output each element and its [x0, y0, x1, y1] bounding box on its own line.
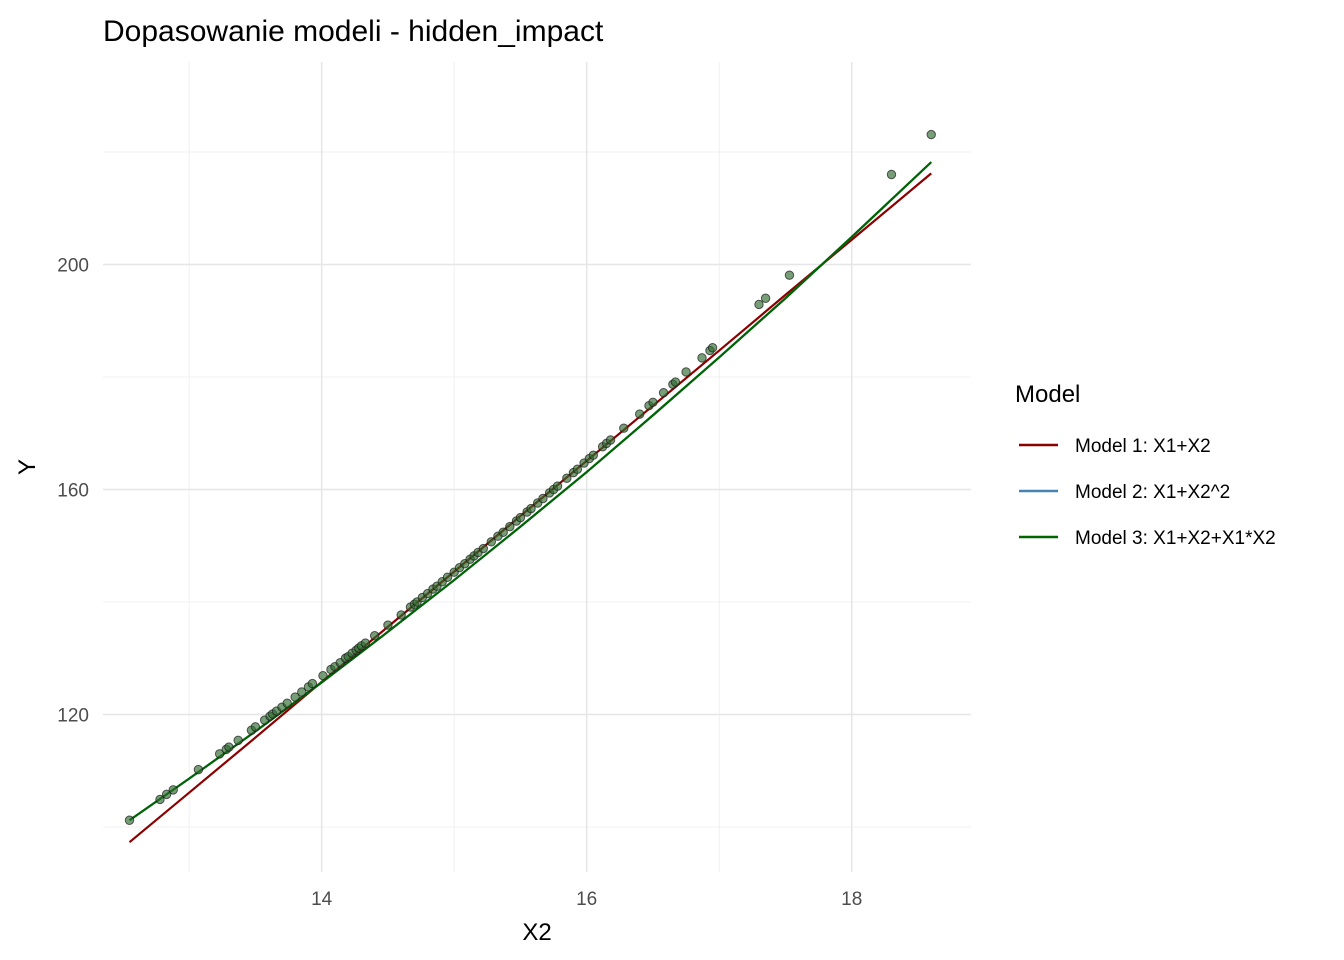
series-line-2: [128, 161, 932, 822]
x-tick-label: 18: [841, 889, 862, 910]
data-point: [193, 764, 204, 775]
data-point: [926, 129, 936, 140]
data-point: [224, 742, 234, 752]
tick-labels: 14 16 18 120 160 200: [57, 256, 862, 911]
data-point: [784, 270, 795, 280]
data-point: [442, 572, 453, 582]
y-axis-title: Y: [14, 459, 41, 475]
data-point: [619, 423, 629, 433]
data-point: [486, 537, 496, 547]
data-point: [635, 409, 645, 419]
data-point: [760, 293, 771, 303]
data-point: [670, 377, 681, 387]
data-point: [681, 367, 691, 377]
data-point: [396, 610, 406, 620]
y-tick-label: 160: [57, 481, 89, 502]
points-group: [124, 129, 936, 825]
legend-label: Model 1: X1+X2: [1075, 436, 1211, 457]
data-point: [282, 698, 292, 708]
data-point: [572, 464, 583, 474]
grid: [103, 62, 971, 872]
data-point: [360, 638, 371, 648]
legend-title: Model: [1015, 381, 1080, 408]
data-point: [648, 397, 658, 408]
data-point: [526, 503, 536, 514]
x-tick-label: 14: [311, 889, 333, 910]
data-point: [369, 631, 380, 641]
series-line-3: [128, 161, 932, 822]
data-point: [383, 620, 393, 630]
data-point: [233, 735, 243, 746]
data-point: [250, 722, 261, 732]
data-point: [562, 473, 572, 483]
data-point: [155, 794, 165, 805]
data-point: [707, 343, 718, 353]
data-point: [697, 353, 707, 363]
data-point: [605, 435, 616, 445]
data-point: [161, 789, 172, 800]
data-point: [318, 670, 328, 681]
data-point: [297, 687, 307, 697]
data-point: [538, 493, 548, 504]
data-point: [168, 785, 178, 795]
data-point: [214, 749, 225, 759]
chart-title: Dopasowanie modeli - hidden_impact: [103, 15, 604, 48]
data-point: [552, 481, 563, 491]
data-point: [886, 169, 897, 180]
data-point: [478, 543, 489, 554]
data-point: [124, 815, 135, 825]
y-tick-label: 120: [57, 706, 89, 727]
data-point: [658, 388, 669, 398]
data-point: [498, 527, 508, 537]
y-tick-label: 200: [57, 256, 89, 277]
legend-entries: Model 1: X1+X2 Model 2: X1+X2^2 Model 3: X…: [1019, 436, 1276, 549]
data-point: [588, 450, 599, 460]
x-tick-label: 16: [576, 889, 597, 910]
data-point: [515, 512, 526, 523]
data-point: [754, 299, 764, 310]
data-point: [307, 678, 318, 689]
x-axis-title: X2: [522, 919, 551, 946]
legend-label: Model 3: X1+X2+X1*X2: [1075, 528, 1276, 549]
data-point: [290, 692, 300, 702]
data-point: [505, 521, 515, 532]
legend-label: Model 2: X1+X2^2: [1075, 482, 1230, 503]
